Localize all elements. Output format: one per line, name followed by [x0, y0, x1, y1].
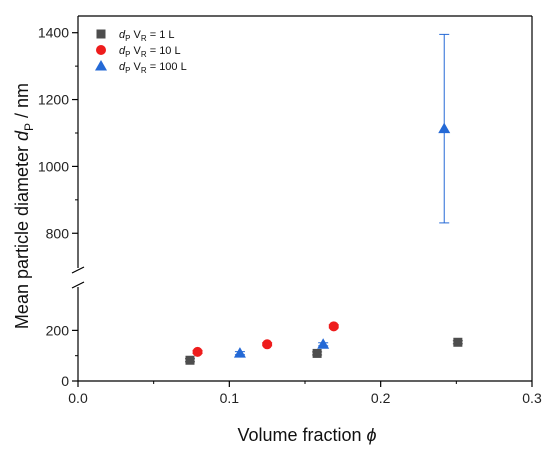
legend-marker — [96, 45, 106, 55]
axes: 0.0 0.1 0.2 0.3 0 200 800 1000 1200 1400 — [38, 15, 542, 406]
x-tick-label: 0.3 — [522, 390, 542, 406]
data-point — [438, 122, 451, 134]
data-point — [262, 339, 273, 350]
legend-label: dP VR = 100 L — [119, 61, 187, 75]
legend: dP VR = 1 L dP VR = 10 L dP VR = 100 L — [95, 29, 187, 75]
legend-label: dP VR = 1 L — [119, 29, 174, 43]
legend-marker — [95, 60, 107, 71]
axis-break-mark — [71, 266, 85, 274]
y-tick-label: 0 — [61, 373, 69, 389]
x-axis-title: Volume fraction ϕ — [237, 425, 376, 445]
series-3 — [233, 33, 451, 358]
data-point — [317, 338, 330, 349]
legend-label: dP VR = 10 L — [119, 45, 181, 59]
y-tick-label: 1400 — [38, 25, 69, 41]
y-tick-label: 800 — [46, 225, 70, 241]
x-tick-label: 0.1 — [220, 390, 240, 406]
x-tick-label: 0.2 — [371, 390, 391, 406]
data-point — [192, 346, 203, 357]
data-point — [312, 348, 322, 358]
data-point — [453, 337, 463, 347]
legend-marker — [96, 29, 106, 39]
y-axis-title: Mean particle diameter dP / nm — [12, 83, 36, 329]
x-tick-label: 0.0 — [68, 390, 88, 406]
data-point — [328, 321, 339, 332]
data-point — [233, 347, 246, 358]
y-tick-label: 1200 — [38, 92, 69, 108]
series-1 — [184, 337, 463, 365]
y-tick-label: 200 — [46, 322, 70, 338]
y-tick-label: 1000 — [38, 158, 69, 174]
data-layer — [184, 33, 463, 365]
axis-break-mark — [71, 281, 85, 289]
data-point — [185, 355, 195, 365]
series-2 — [192, 321, 339, 357]
